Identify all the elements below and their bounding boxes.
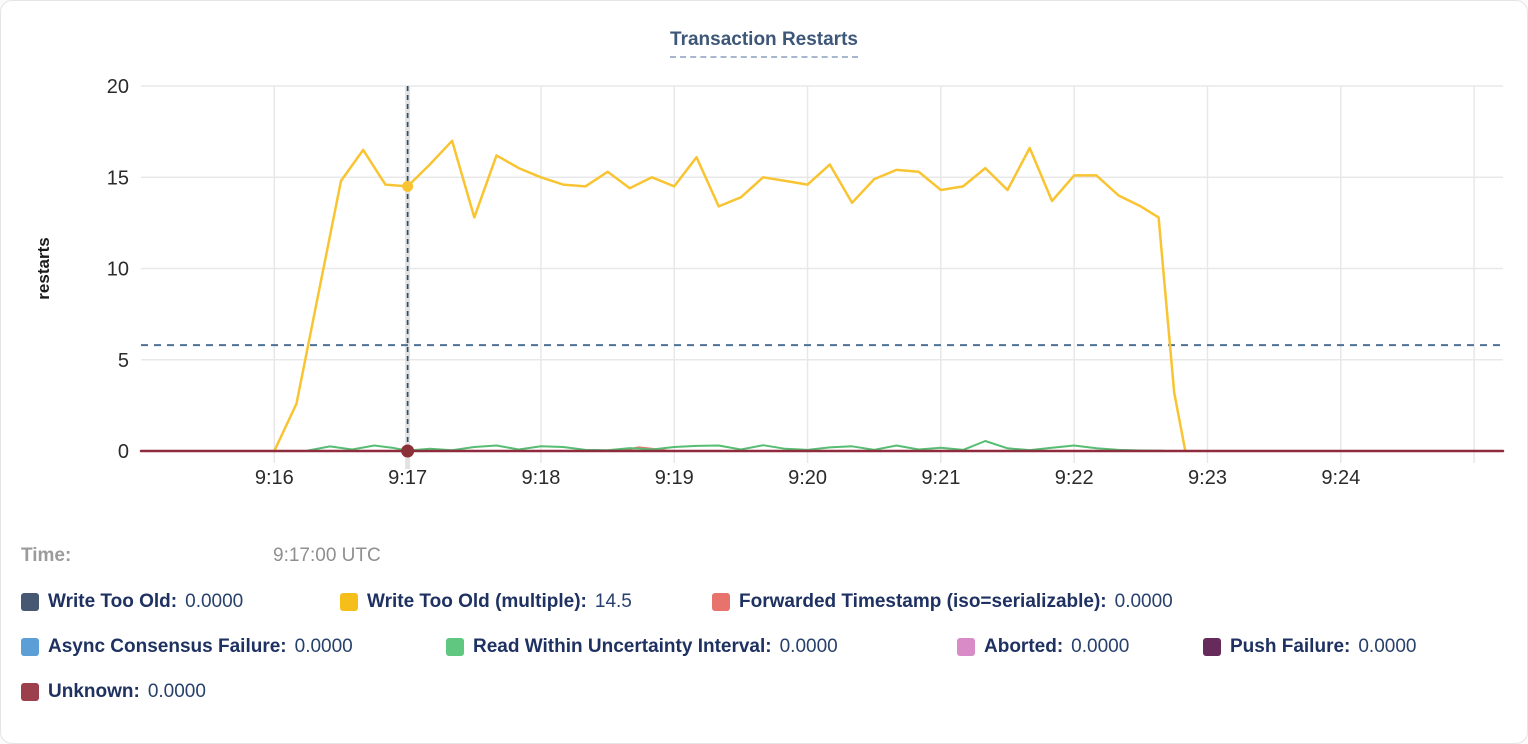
x-tick-label: 9:18 xyxy=(521,467,560,489)
legend-item-unknown[interactable]: Unknown: 0.0000 xyxy=(21,680,206,704)
legend-swatch-forwarded-timestamp xyxy=(712,593,730,611)
legend-value: 0.0000 xyxy=(1071,636,1130,657)
legend-label: Read Within Uncertainty Interval: xyxy=(473,636,772,657)
x-tick-label: 9:23 xyxy=(1188,467,1227,489)
y-tick-label: 15 xyxy=(107,167,129,189)
legend-item-push-failure[interactable]: Push Failure: 0.0000 xyxy=(1203,635,1416,659)
series-line-write-too-old-multiple- xyxy=(273,139,1187,453)
legend-value: 0.0000 xyxy=(1358,636,1417,657)
x-tick-label: 9:16 xyxy=(255,467,294,489)
x-tick-label: 9:22 xyxy=(1055,467,1094,489)
legend-item-forwarded-timestamp[interactable]: Forwarded Timestamp (iso=serializable): … xyxy=(712,590,1173,614)
legend-swatch-unknown xyxy=(21,683,39,701)
x-tick-label: 9:24 xyxy=(1321,467,1360,489)
y-tick-label: 0 xyxy=(118,441,129,463)
legend-swatch-async-consensus-failure xyxy=(21,638,39,656)
y-tick-label: 5 xyxy=(118,350,129,372)
restarts-chart[interactable]: 0 5 10 15 20 9:16 9:17 9:18 9:19 9:20 9:21 9:22 9:23… xyxy=(1,1,1528,521)
chart-title-text[interactable]: Transaction Restarts xyxy=(670,29,858,58)
legend-label: Push Failure: xyxy=(1230,636,1351,657)
legend-swatch-write-too-old-multiple xyxy=(340,593,358,611)
x-tick-label: 9:20 xyxy=(788,467,827,489)
legend-label: Unknown: xyxy=(48,681,140,702)
legend-value: 0.0000 xyxy=(185,591,244,612)
legend-value: 0.0000 xyxy=(1114,591,1173,612)
legend-label: Write Too Old (multiple): xyxy=(367,591,587,612)
legend-swatch-write-too-old xyxy=(21,593,39,611)
legend-value: 0.0000 xyxy=(779,636,838,657)
legend-item-write-too-old-multiple[interactable]: Write Too Old (multiple): 14.5 xyxy=(340,590,632,614)
legend-value: 14.5 xyxy=(594,591,632,612)
legend-item-read-within-uncertainty[interactable]: Read Within Uncertainty Interval: 0.0000 xyxy=(446,635,838,659)
hover-dot xyxy=(401,444,415,458)
x-tick-label: 9:19 xyxy=(655,467,694,489)
legend-item-aborted[interactable]: Aborted: 0.0000 xyxy=(957,635,1129,659)
y-tick-label: 20 xyxy=(107,76,129,98)
legend-value: 0.0000 xyxy=(147,681,206,702)
chart-title: Transaction Restarts xyxy=(1,29,1527,58)
legend-swatch-push-failure xyxy=(1203,638,1221,656)
hover-dot xyxy=(402,180,414,192)
y-axis-label: restarts xyxy=(34,237,53,299)
x-tick-label: 9:17 xyxy=(388,467,427,489)
legend-label: Forwarded Timestamp (iso=serializable): xyxy=(739,591,1107,612)
legend-label: Async Consensus Failure: xyxy=(48,636,287,657)
legend-item-write-too-old[interactable]: Write Too Old: 0.0000 xyxy=(21,590,243,614)
legend-value: 0.0000 xyxy=(294,636,353,657)
hover-time-value: 9:17:00 UTC xyxy=(273,545,381,566)
legend-swatch-read-within-uncertainty xyxy=(446,638,464,656)
legend-item-async-consensus-failure[interactable]: Async Consensus Failure: 0.0000 xyxy=(21,635,353,659)
hover-time-row: Time: 9:17:00 UTC xyxy=(1,545,1527,569)
x-tick-label: 9:21 xyxy=(921,467,960,489)
legend-label: Write Too Old: xyxy=(48,591,178,612)
legend-swatch-aborted xyxy=(957,638,975,656)
series-line-read-within-uncertainty-interval xyxy=(306,440,1165,452)
hover-time-label: Time: xyxy=(21,545,72,566)
legend-label: Aborted: xyxy=(984,636,1064,657)
y-tick-label: 10 xyxy=(107,259,129,281)
